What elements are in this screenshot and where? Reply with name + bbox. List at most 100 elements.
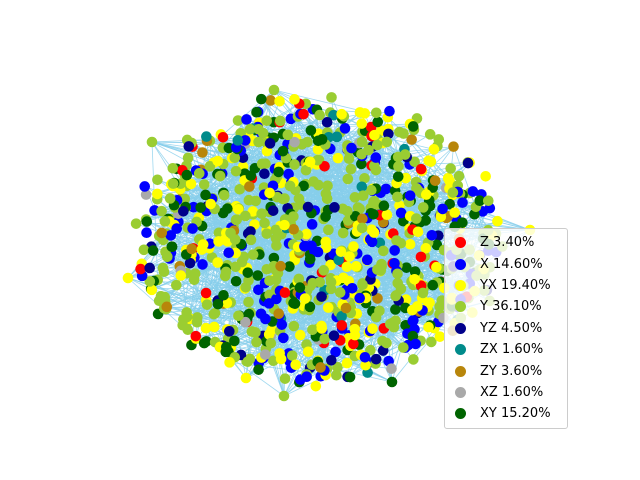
graph-node: [273, 308, 285, 320]
graph-node: [420, 189, 432, 200]
legend-label: XY 15.20%: [480, 406, 551, 422]
legend-marker: [455, 301, 466, 313]
graph-node: [299, 293, 311, 304]
graph-edge: [284, 271, 416, 379]
graph-node: [392, 171, 404, 182]
graph-node: [268, 84, 280, 96]
graph-node: [298, 108, 309, 120]
legend-entry: X 14.60%: [445, 253, 567, 274]
graph-node: [300, 164, 312, 176]
graph-node: [141, 216, 153, 227]
graph-node: [242, 267, 254, 278]
graph-edge: [236, 177, 365, 248]
graph-node: [305, 125, 317, 136]
graph-node: [457, 197, 468, 208]
graph-node: [321, 116, 333, 128]
graph-node: [201, 299, 213, 310]
graph-node: [398, 342, 409, 353]
graph-node: [294, 329, 306, 341]
graph-node: [146, 284, 158, 296]
graph-node: [144, 262, 156, 274]
graph-node: [302, 346, 314, 358]
graph-node: [390, 315, 401, 326]
graph-node: [315, 362, 326, 373]
graph-node: [232, 115, 244, 126]
legend-label: XZ 1.60%: [480, 384, 544, 400]
graph-node: [152, 174, 163, 186]
graph-node: [222, 203, 233, 214]
graph-node: [356, 136, 368, 148]
graph-node: [307, 277, 319, 289]
graph-node: [139, 181, 151, 192]
graph-node: [284, 261, 295, 272]
legend-entry: YX 19.40%: [445, 275, 567, 296]
legend-marker: [455, 258, 466, 270]
graph-node: [337, 203, 349, 215]
graph-node: [245, 234, 257, 246]
graph-node: [208, 308, 220, 320]
graph-node: [270, 224, 282, 236]
graph-node: [331, 369, 342, 381]
graph-node: [212, 257, 223, 268]
graph-node: [359, 108, 371, 119]
legend-marker: [455, 322, 466, 334]
graph-node: [299, 240, 310, 252]
graph-node: [229, 152, 241, 163]
graph-node: [374, 237, 386, 249]
graph-node: [259, 168, 270, 180]
graph-node: [378, 200, 390, 211]
graph-node: [304, 253, 316, 265]
graph-node: [282, 129, 294, 141]
graph-node: [319, 333, 331, 345]
graph-node: [357, 279, 368, 291]
graph-node: [334, 287, 346, 298]
graph-node: [259, 217, 270, 229]
graph-node: [182, 152, 194, 164]
graph-node: [307, 324, 318, 336]
graph-node: [313, 179, 324, 191]
graph-node: [333, 254, 345, 266]
graph-node: [474, 195, 486, 207]
graph-node: [279, 373, 291, 384]
legend: Z 3.40% X 14.60% YX 19.40% Y 36.10% YZ 4.50%…: [444, 228, 568, 429]
graph-node: [302, 136, 313, 148]
graph-node: [284, 180, 296, 192]
graph-node: [356, 148, 367, 160]
graph-node: [404, 238, 416, 250]
graph-node: [386, 363, 397, 374]
graph-node: [346, 282, 358, 294]
legend-entry: ZX 1.60%: [445, 339, 567, 360]
graph-node: [298, 180, 309, 192]
graph-node: [480, 170, 491, 182]
graph-node: [447, 187, 459, 198]
graph-node: [255, 308, 267, 320]
graph-node: [417, 202, 429, 213]
graph-node: [431, 261, 442, 273]
graph-node: [389, 245, 400, 256]
graph-node: [352, 202, 364, 213]
graph-node: [263, 298, 275, 309]
graph-node: [392, 191, 403, 203]
graph-node: [314, 109, 325, 121]
graph-node: [253, 123, 264, 135]
graph-node: [130, 218, 142, 229]
legend-entry: ZY 3.60%: [445, 360, 567, 381]
graph-node: [390, 304, 401, 315]
graph-node: [218, 189, 230, 201]
graph-node: [253, 136, 264, 148]
graph-node: [185, 178, 197, 190]
graph-node: [401, 262, 412, 273]
graph-node: [288, 320, 300, 332]
graph-node: [279, 287, 291, 299]
graph-node: [448, 141, 459, 152]
graph-node: [381, 337, 392, 349]
graph-node: [278, 332, 289, 344]
graph-node: [198, 337, 210, 349]
graph-node: [242, 356, 254, 367]
graph-node: [319, 160, 330, 172]
graph-node: [274, 95, 285, 107]
graph-node: [369, 129, 380, 141]
graph-node: [140, 189, 152, 200]
graph-node: [159, 216, 171, 227]
graph-node: [332, 152, 344, 164]
